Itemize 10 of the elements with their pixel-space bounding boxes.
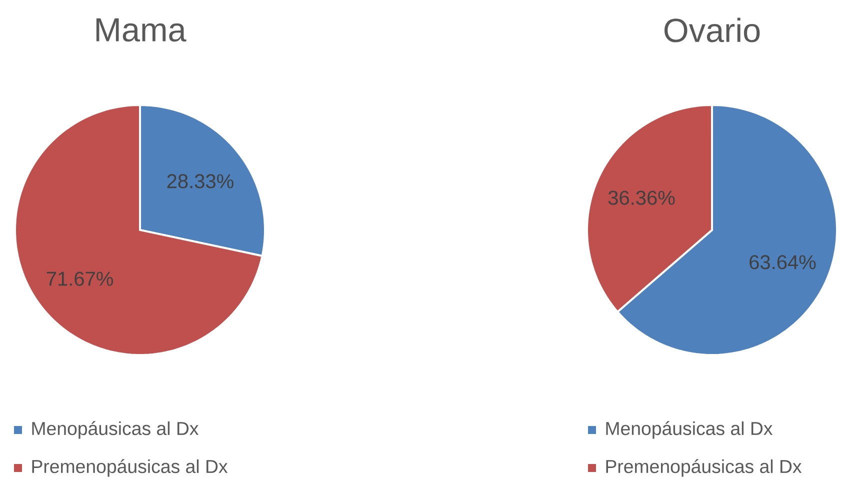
legend-label: Menopáusicas al Dx [606, 421, 773, 439]
legend-label: Menopáusicas al Dx [32, 421, 199, 439]
data-label: 28.33% [167, 174, 234, 188]
data-label: 71.67% [46, 272, 113, 286]
data-label: 36.36% [608, 190, 675, 205]
chart-title: Ovario [664, 18, 760, 42]
legend-label: Premenopáusicas al Dx [32, 459, 228, 477]
data-label: 63.64% [750, 255, 816, 270]
legend-label: Premenopáusicas al Dx [606, 459, 802, 477]
chart-title: Mama [96, 18, 186, 42]
